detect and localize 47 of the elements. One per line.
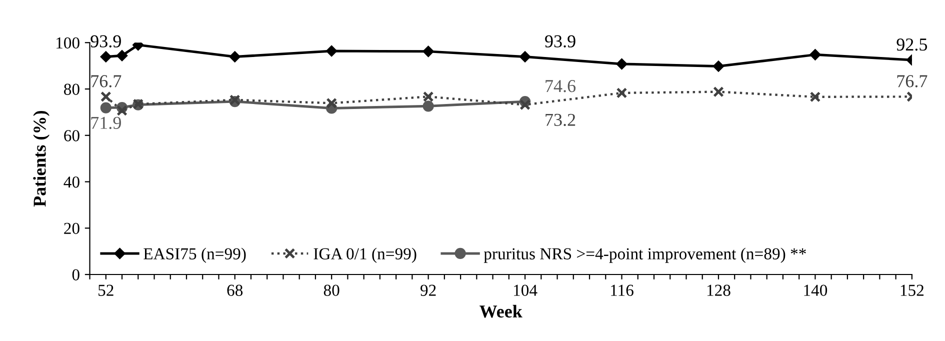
point [100,102,112,114]
x-tick-label: 68 [227,284,243,296]
x-tick-label: 152 [900,284,924,296]
data-label: 76.7 [91,75,122,88]
x-tick-label: 104 [514,284,538,296]
x-axis-title: Week [480,304,522,318]
data-label: 74.6 [546,80,576,92]
point [116,50,128,62]
point [116,105,128,116]
y-tick-label: 40 [64,176,80,188]
y-tick-label: 20 [64,222,80,234]
x-tick-label: 92 [420,284,436,296]
point [810,91,821,102]
y-tick-label: 0 [72,269,80,280]
point [616,88,628,98]
x-tick-label: 116 [611,284,634,296]
y-tick-label: 100 [56,37,80,49]
data-label: 92.5 [896,38,928,51]
y-axis-title: Patients (%) [33,110,50,207]
y-tick-label: 60 [64,130,80,142]
point [100,91,112,102]
point [229,51,240,62]
legend-label: EASI75 (n=99) [144,248,246,263]
point [713,86,724,98]
x-tick-label: 140 [804,284,828,296]
point [422,100,434,112]
point [810,49,821,60]
x-tick-label: 52 [98,284,114,296]
point [326,45,338,57]
point [422,46,434,58]
point [100,51,112,62]
point [422,91,434,102]
point [712,60,724,72]
y-tick-label: 80 [64,84,80,95]
data-label: 93.9 [545,35,576,48]
point [616,58,628,70]
legend-label: IGA 0/1 (n=99) [314,248,416,263]
x-tick-label: 128 [707,284,730,296]
legend-label: pruritus NRS >=4-point improvement (n=89) ** [484,248,806,263]
data-label: 93.9 [90,35,121,48]
point [520,99,530,110]
x-tick-label: 80 [324,284,340,296]
point [326,98,337,109]
data-label: 71.9 [91,116,121,130]
data-label: 76.7 [897,75,928,88]
data-label: 73.2 [546,114,576,126]
point [519,51,531,62]
